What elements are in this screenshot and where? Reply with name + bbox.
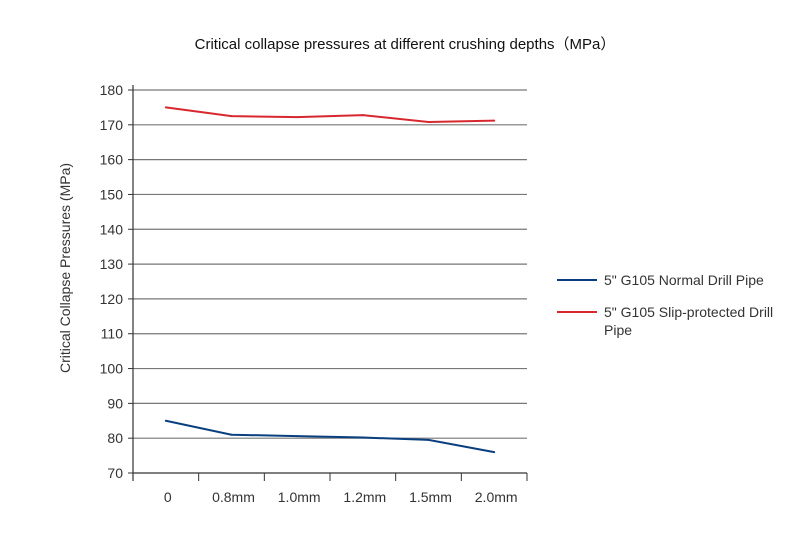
data-point <box>164 106 167 109</box>
y-tick-label: 80 <box>107 430 123 446</box>
y-tick-label: 70 <box>107 465 123 481</box>
y-tick-label: 150 <box>100 186 124 202</box>
chart-title: Critical collapse pressures at different… <box>194 36 616 53</box>
data-point <box>427 121 430 124</box>
y-tick-label: 180 <box>100 82 124 98</box>
x-tick-label: 2.0mm <box>475 489 518 505</box>
data-point <box>230 433 233 436</box>
y-tick-label: 170 <box>100 117 124 133</box>
x-tick-label: 1.2mm <box>343 489 386 505</box>
series-line-0 <box>165 419 495 454</box>
data-point <box>296 116 299 119</box>
legend-label: 5" G105 Slip-protected Drill Pipe <box>604 304 774 338</box>
y-tick-label: 160 <box>100 152 124 168</box>
data-point <box>164 419 167 422</box>
y-tick-label: 100 <box>100 361 124 377</box>
legend-swatch <box>557 311 597 313</box>
data-point <box>427 438 430 441</box>
x-tick-label: 0 <box>164 489 172 505</box>
y-tick-label: 140 <box>100 221 124 237</box>
data-point <box>493 119 496 122</box>
legend-swatch <box>557 279 597 281</box>
x-tick-label: 0.8mm <box>212 489 255 505</box>
data-point <box>361 436 364 439</box>
x-tick-label: 1.5mm <box>409 489 452 505</box>
x-tick-label: 1.0mm <box>278 489 321 505</box>
y-tick-label: 130 <box>100 256 124 272</box>
data-point <box>230 115 233 118</box>
y-tick-label: 90 <box>107 395 123 411</box>
y-tick-label: 120 <box>100 291 124 307</box>
data-point <box>296 435 299 438</box>
series-line-1 <box>165 106 495 124</box>
y-tick-label: 110 <box>101 326 124 342</box>
data-point <box>493 451 496 454</box>
data-point <box>361 114 364 117</box>
legend-label: 5" G105 Normal Drill Pipe <box>604 272 764 288</box>
